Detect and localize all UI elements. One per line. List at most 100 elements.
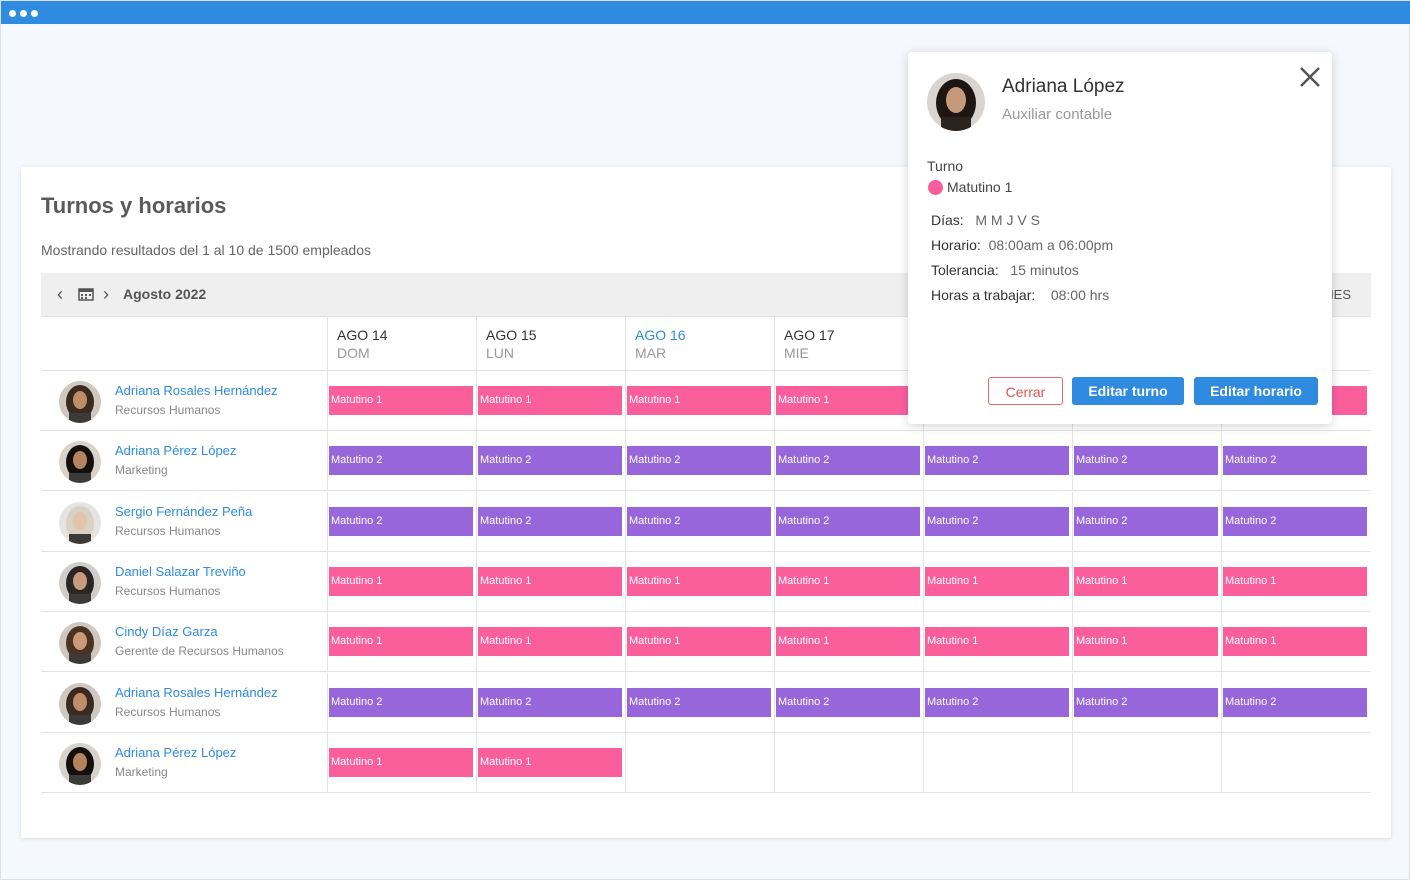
shift-block[interactable]: Matutino 1 <box>478 747 622 777</box>
day-header[interactable]: AGO 14 DOM <box>327 317 476 371</box>
shift-block[interactable]: Matutino 1 <box>329 566 473 596</box>
schedule-cell[interactable]: Matutino 1 <box>625 612 774 673</box>
schedule-cell[interactable]: Matutino 2 <box>625 491 774 552</box>
schedule-cell[interactable]: Matutino 1 <box>625 371 774 431</box>
shift-block[interactable]: Matutino 1 <box>627 386 771 415</box>
day-header[interactable]: AGO 17 MIE <box>774 317 923 371</box>
schedule-cell[interactable]: Matutino 1 <box>476 371 625 431</box>
schedule-cell[interactable]: Matutino 1 <box>1221 551 1370 612</box>
schedule-cell[interactable]: Matutino 2 <box>625 672 774 733</box>
edit-schedule-button[interactable]: Editar horario <box>1194 377 1318 405</box>
shift-block[interactable]: Matutino 2 <box>925 506 1069 536</box>
shift-block[interactable]: Matutino 1 <box>925 566 1069 596</box>
shift-block[interactable]: Matutino 2 <box>925 687 1069 717</box>
schedule-cell[interactable]: Matutino 1 <box>327 551 476 612</box>
shift-block[interactable]: Matutino 2 <box>1074 446 1218 476</box>
schedule-cell[interactable]: Matutino 2 <box>1221 431 1370 492</box>
schedule-cell[interactable]: Matutino 2 <box>923 491 1072 552</box>
schedule-cell[interactable]: Matutino 2 <box>1221 491 1370 552</box>
shift-block[interactable]: Matutino 2 <box>478 687 622 717</box>
shift-block[interactable]: Matutino 2 <box>1074 687 1218 717</box>
shift-block[interactable]: Matutino 2 <box>1223 687 1367 717</box>
close-icon[interactable] <box>1297 64 1323 90</box>
schedule-cell[interactable]: Matutino 2 <box>625 431 774 492</box>
employee-name-link[interactable]: Cindy Díaz Garza <box>115 624 218 640</box>
schedule-cell[interactable]: Matutino 2 <box>1072 672 1221 733</box>
shift-block[interactable]: Matutino 1 <box>1223 627 1367 657</box>
day-header[interactable]: AGO 16 MAR <box>625 317 774 371</box>
window-dot-2[interactable] <box>20 10 27 17</box>
shift-block[interactable]: Matutino 2 <box>627 506 771 536</box>
shift-block[interactable]: Matutino 1 <box>776 566 920 596</box>
shift-block[interactable]: Matutino 1 <box>627 627 771 657</box>
shift-block[interactable]: Matutino 1 <box>1074 627 1218 657</box>
shift-block[interactable]: Matutino 1 <box>329 627 473 657</box>
schedule-cell[interactable]: Matutino 1 <box>923 612 1072 673</box>
shift-block[interactable]: Matutino 2 <box>329 506 473 536</box>
shift-block[interactable]: Matutino 1 <box>329 747 473 777</box>
shift-block[interactable]: Matutino 2 <box>776 506 920 536</box>
schedule-cell[interactable]: Matutino 1 <box>327 612 476 673</box>
schedule-cell[interactable]: Matutino 1 <box>774 371 923 431</box>
window-dot-3[interactable] <box>31 10 38 17</box>
shift-block[interactable]: Matutino 2 <box>1223 506 1367 536</box>
window-dot-1[interactable] <box>9 10 16 17</box>
employee-name-link[interactable]: Daniel Salazar Treviño <box>115 563 246 579</box>
schedule-cell[interactable] <box>1072 732 1221 793</box>
schedule-cell[interactable]: Matutino 2 <box>327 491 476 552</box>
chevron-left-icon[interactable]: ‹ <box>57 284 63 304</box>
employee-name-link[interactable]: Adriana Pérez López <box>115 443 237 459</box>
schedule-cell[interactable] <box>923 732 1072 793</box>
close-button[interactable]: Cerrar <box>988 377 1063 405</box>
schedule-cell[interactable]: Matutino 1 <box>327 732 476 793</box>
edit-shift-button[interactable]: Editar turno <box>1072 377 1184 405</box>
schedule-cell[interactable]: Matutino 1 <box>1221 612 1370 673</box>
schedule-cell[interactable]: Matutino 1 <box>327 371 476 431</box>
shift-block[interactable]: Matutino 2 <box>1223 446 1367 476</box>
schedule-cell[interactable]: Matutino 2 <box>1072 491 1221 552</box>
schedule-cell[interactable]: Matutino 2 <box>327 672 476 733</box>
calendar-icon[interactable] <box>78 287 94 301</box>
schedule-cell[interactable]: Matutino 1 <box>625 551 774 612</box>
employee-name-link[interactable]: Adriana Rosales Hernández <box>115 684 278 700</box>
shift-block[interactable]: Matutino 1 <box>329 386 473 415</box>
shift-block[interactable]: Matutino 1 <box>478 627 622 657</box>
shift-block[interactable]: Matutino 2 <box>627 446 771 476</box>
employee-name-link[interactable]: Adriana Rosales Hernández <box>115 383 278 398</box>
schedule-cell[interactable]: Matutino 2 <box>774 672 923 733</box>
schedule-cell[interactable]: Matutino 2 <box>923 431 1072 492</box>
schedule-cell[interactable]: Matutino 2 <box>476 672 625 733</box>
shift-block[interactable]: Matutino 2 <box>478 506 622 536</box>
shift-block[interactable]: Matutino 1 <box>776 627 920 657</box>
shift-block[interactable]: Matutino 2 <box>776 687 920 717</box>
schedule-cell[interactable]: Matutino 2 <box>923 672 1072 733</box>
schedule-cell[interactable]: Matutino 2 <box>1072 431 1221 492</box>
shift-block[interactable]: Matutino 1 <box>925 627 1069 657</box>
schedule-cell[interactable]: Matutino 1 <box>476 732 625 793</box>
schedule-cell[interactable]: Matutino 2 <box>1221 672 1370 733</box>
employee-name-link[interactable]: Adriana Pérez López <box>115 744 237 760</box>
shift-block[interactable]: Matutino 2 <box>776 446 920 476</box>
schedule-cell[interactable]: Matutino 2 <box>774 431 923 492</box>
shift-block[interactable]: Matutino 1 <box>1223 566 1367 596</box>
shift-block[interactable]: Matutino 2 <box>925 446 1069 476</box>
shift-block[interactable]: Matutino 1 <box>627 566 771 596</box>
schedule-cell[interactable] <box>625 732 774 793</box>
shift-block[interactable]: Matutino 2 <box>1074 506 1218 536</box>
chevron-right-icon[interactable]: › <box>103 284 109 304</box>
schedule-cell[interactable]: Matutino 1 <box>774 612 923 673</box>
schedule-cell[interactable]: Matutino 1 <box>774 551 923 612</box>
schedule-cell[interactable]: Matutino 2 <box>774 491 923 552</box>
schedule-cell[interactable]: Matutino 2 <box>476 491 625 552</box>
shift-block[interactable]: Matutino 2 <box>478 446 622 476</box>
schedule-cell[interactable]: Matutino 1 <box>1072 551 1221 612</box>
schedule-cell[interactable]: Matutino 2 <box>476 431 625 492</box>
shift-block[interactable]: Matutino 1 <box>478 566 622 596</box>
schedule-cell[interactable] <box>774 732 923 793</box>
schedule-cell[interactable]: Matutino 1 <box>476 551 625 612</box>
employee-name-link[interactable]: Sergio Fernández Peña <box>115 503 253 519</box>
schedule-cell[interactable]: Matutino 1 <box>476 612 625 673</box>
schedule-cell[interactable]: Matutino 2 <box>327 431 476 492</box>
shift-block[interactable]: Matutino 2 <box>329 446 473 476</box>
shift-block[interactable]: Matutino 1 <box>776 386 920 415</box>
